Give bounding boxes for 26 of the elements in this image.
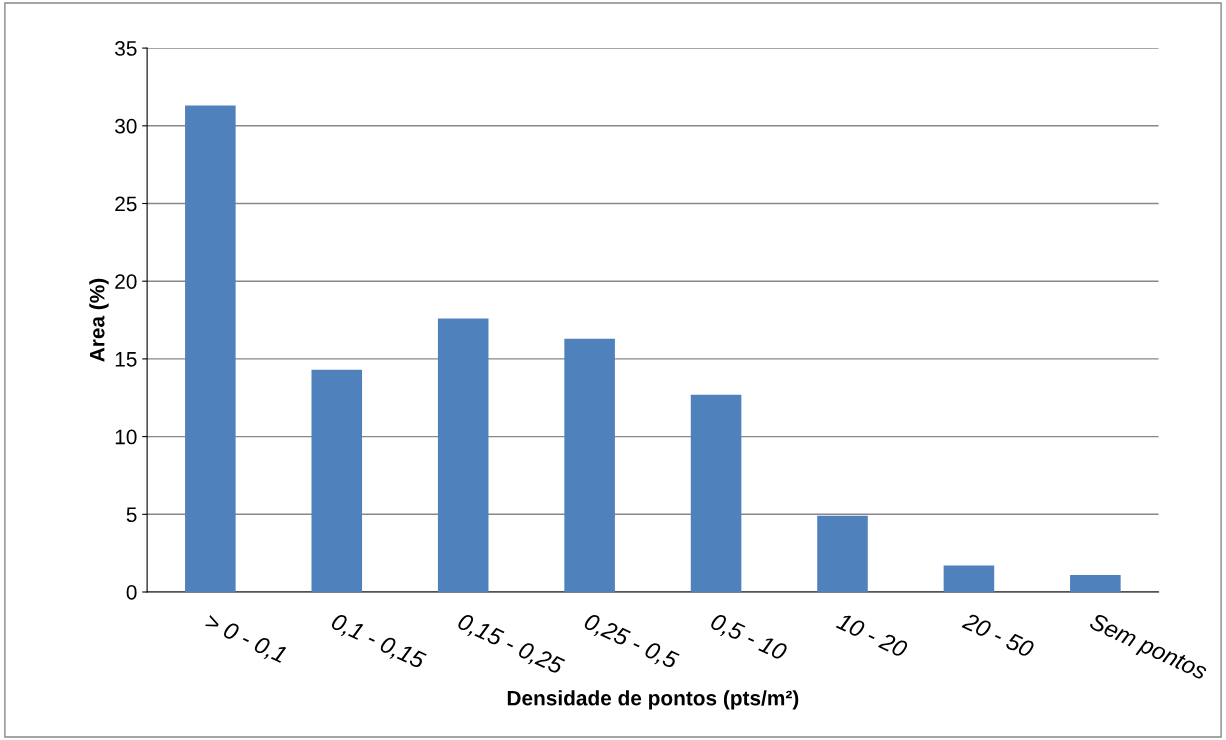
y-tick-label: 25 (115, 196, 137, 212)
x-tick-label: 0,15 - 0,25 (455, 612, 566, 678)
bar (817, 515, 868, 592)
y-tick-label: 20 (115, 274, 137, 289)
bar (1070, 574, 1121, 592)
bar (564, 338, 615, 592)
x-tick-label: 0,5 - 10 (708, 612, 789, 664)
bar (437, 318, 489, 592)
x-tick-label: 0,1 - 0,15 (329, 612, 427, 672)
x-axis-title: Densidade de pontos (pts/m²) (507, 690, 799, 710)
x-tick-label: 20 - 50 (961, 611, 1036, 659)
x-tick-label: Sem pontos (1086, 612, 1209, 685)
bar (690, 394, 742, 592)
y-tick-label: 35 (115, 41, 137, 56)
x-tick-label: > 0 - 0,1 (203, 612, 288, 666)
y-tick-label: 30 (115, 118, 137, 134)
bar (185, 105, 236, 592)
y-axis-title: Area (%) (89, 278, 109, 362)
bar (943, 565, 995, 592)
bar (311, 369, 363, 592)
x-tick-label: 10 - 20 (835, 612, 909, 659)
y-tick-label: 0 (126, 585, 137, 600)
y-tick-label: 15 (115, 352, 137, 367)
y-tick-label: 5 (126, 507, 137, 523)
y-tick-label: 10 (115, 429, 137, 445)
x-tick-label: 0,25 - 0,5 (582, 612, 680, 672)
